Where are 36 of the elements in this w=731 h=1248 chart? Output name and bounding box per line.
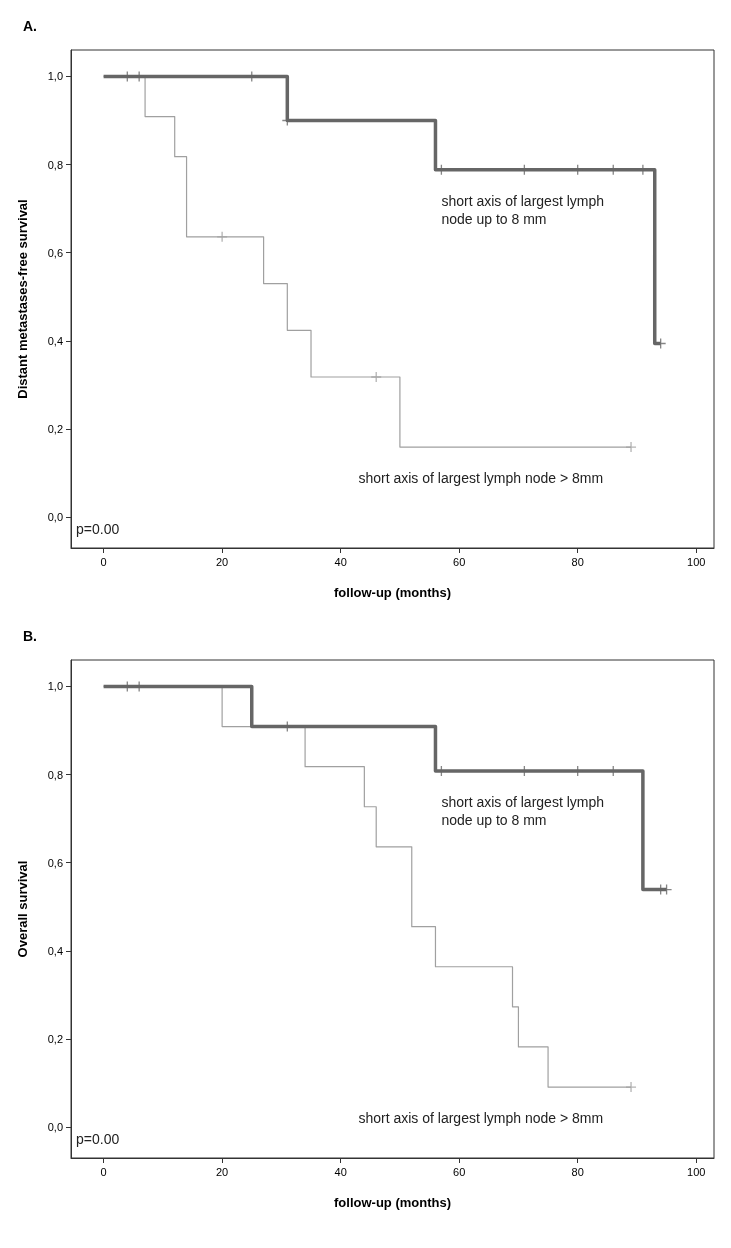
annotation: p=0.00 — [76, 521, 120, 537]
x-axis-title: follow-up (months) — [334, 1195, 451, 1210]
x-tick-label: 20 — [215, 555, 229, 568]
y-tick-label: 0,2 — [47, 1033, 63, 1046]
series-label: short axis of largest lymph node up to 8 mm — [441, 192, 608, 227]
chart-title: B. — [23, 628, 37, 644]
annotation: p=0.00 — [76, 1131, 120, 1147]
y-axis-title: Distant metastases-free survival — [15, 199, 30, 399]
y-tick-label: 0,4 — [47, 334, 63, 347]
y-tick-label: 0,0 — [47, 511, 63, 524]
y-axis-title: Overall survival — [15, 860, 30, 958]
y-tick-label: 0,0 — [47, 1121, 63, 1134]
y-tick-label: 1,0 — [47, 680, 63, 693]
chart-title: A. — [23, 18, 37, 34]
y-tick-label: 0,8 — [47, 768, 63, 781]
x-tick-label: 0 — [100, 1165, 107, 1178]
x-axis-title: follow-up (months) — [334, 585, 451, 600]
y-tick-label: 1,0 — [47, 70, 63, 83]
x-tick-label: 40 — [334, 555, 347, 568]
series-label: short axis of largest lymph node > 8mm — [358, 470, 604, 487]
x-tick-label: 80 — [571, 1165, 584, 1178]
x-tick-label: 0 — [100, 555, 107, 568]
x-tick-label: 100 — [687, 555, 706, 568]
x-tick-label: 100 — [687, 1165, 706, 1178]
series-label: short axis of largest lymph node up to 8 mm — [441, 794, 608, 829]
x-tick-label: 80 — [571, 555, 584, 568]
series-label: short axis of largest lymph node > 8mm — [358, 1110, 604, 1127]
y-tick-label: 0,6 — [47, 856, 63, 869]
y-tick-label: 0,6 — [47, 246, 63, 259]
x-tick-label: 60 — [453, 1165, 466, 1178]
x-tick-label: 20 — [215, 1165, 229, 1178]
x-tick-label: 40 — [334, 1165, 347, 1178]
x-tick-label: 60 — [453, 555, 466, 568]
y-tick-label: 0,8 — [47, 158, 63, 171]
y-tick-label: 0,2 — [47, 423, 63, 436]
y-tick-label: 0,4 — [47, 944, 63, 957]
